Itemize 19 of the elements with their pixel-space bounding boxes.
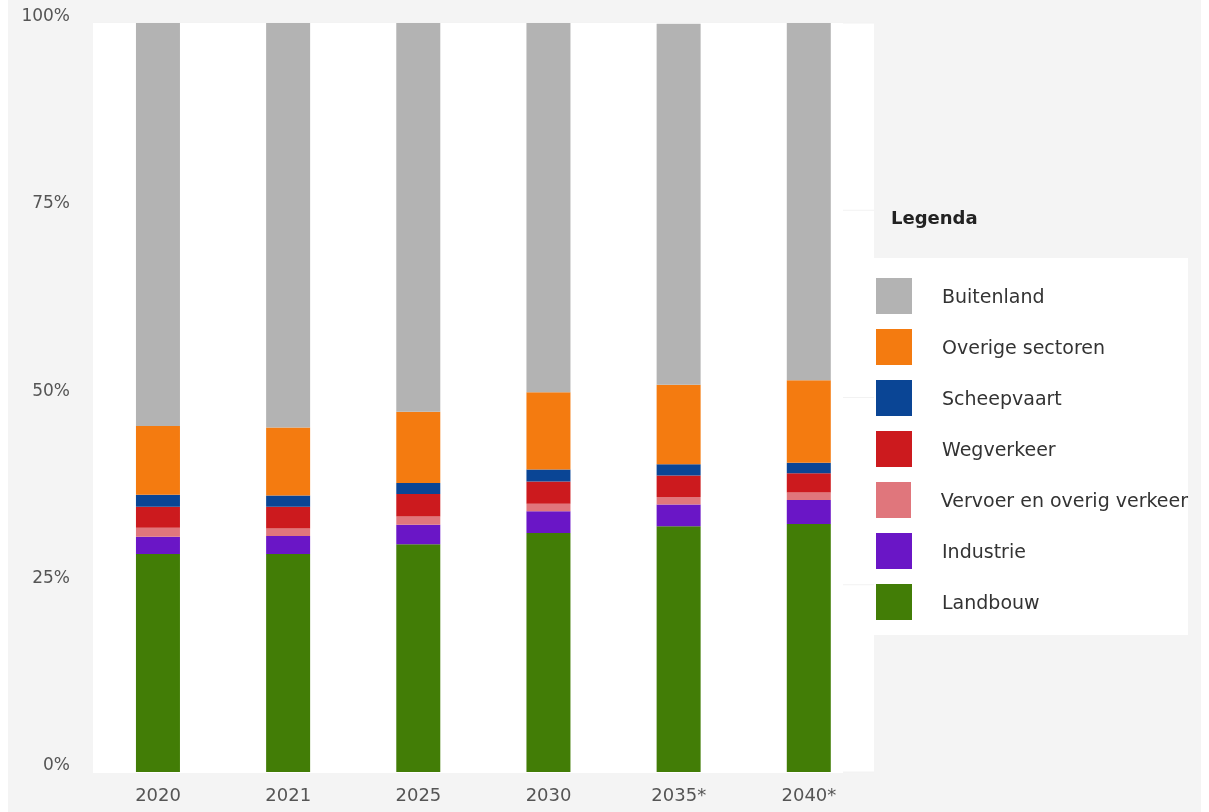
y-tick-label: 100% bbox=[21, 5, 70, 26]
x-tick-label: 2021 bbox=[265, 783, 312, 805]
legend-label: Landbouw bbox=[942, 590, 1040, 613]
y-tick-label: 0% bbox=[43, 754, 70, 775]
y-tick-label: 25% bbox=[32, 566, 70, 587]
x-tick-label: 2025 bbox=[395, 783, 442, 805]
x-tick-label: 2040* bbox=[781, 783, 837, 805]
legend-label: Overige sectoren bbox=[942, 335, 1106, 358]
legend-label: Buitenland bbox=[942, 284, 1045, 307]
legend-label: Wegverkeer bbox=[942, 437, 1056, 460]
legend-label: Vervoer en overig verkeer bbox=[940, 488, 1188, 511]
x-tick-label: 2030 bbox=[525, 783, 572, 805]
x-tick-label: 2035* bbox=[651, 783, 707, 805]
x-tick-label: 2020 bbox=[135, 783, 181, 805]
legend-label: Scheepvaart bbox=[942, 386, 1062, 409]
legend-title: Legenda bbox=[891, 207, 979, 228]
y-tick-label: 75% bbox=[32, 192, 70, 213]
legend-label: Industrie bbox=[942, 539, 1026, 562]
y-tick-label: 50% bbox=[32, 379, 70, 400]
